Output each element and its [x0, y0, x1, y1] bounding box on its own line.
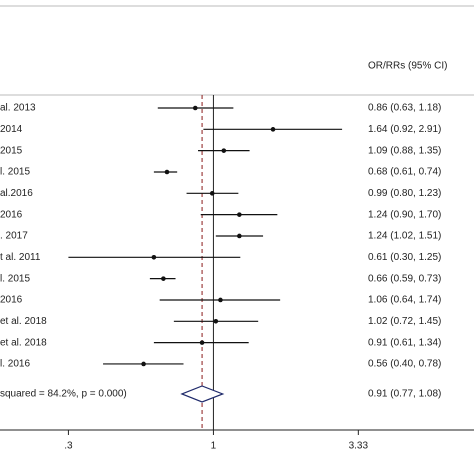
estimate-label: 0.61 (0.30, 1.25) — [368, 252, 441, 263]
estimate-label: 1.02 (0.72, 1.45) — [368, 316, 441, 327]
estimate-label: 1.24 (0.90, 1.70) — [368, 209, 441, 220]
study-label: 2016 — [0, 209, 23, 220]
estimate — [164, 169, 170, 175]
study-label: t al. 2011 — [0, 252, 41, 263]
overall-diamond — [180, 385, 225, 403]
estimate — [141, 361, 146, 367]
estimate — [237, 233, 242, 239]
study-label: 2014 — [0, 124, 23, 135]
estimate-label: 0.68 (0.61, 0.74) — [368, 167, 441, 178]
estimate — [221, 148, 227, 153]
estimate-label: 0.99 (0.80, 1.23) — [368, 188, 441, 199]
study-label: l. 2015 — [0, 167, 30, 178]
study-label: al.2016 — [0, 188, 33, 199]
estimate-label: 1.09 (0.88, 1.35) — [368, 145, 441, 156]
estimate — [209, 191, 215, 196]
estimate — [213, 319, 219, 324]
estimate-label: 0.56 (0.40, 0.78) — [368, 359, 441, 370]
estimate — [270, 127, 276, 132]
overall-value-label: 0.91 (0.77, 1.08) — [368, 389, 441, 400]
estimate-label: 0.86 (0.63, 1.18) — [368, 103, 441, 114]
study-label: l. 2015 — [0, 273, 30, 284]
column-header: OR/RRs (95% CI) — [368, 61, 447, 72]
estimate-label: 1.64 (0.92, 2.91) — [368, 124, 441, 135]
study-label: et al. 2018 — [0, 337, 47, 348]
estimate — [161, 276, 166, 281]
estimate — [192, 105, 198, 111]
study-label: l. 2016 — [0, 359, 30, 370]
estimate — [199, 340, 205, 345]
estimate — [237, 212, 242, 217]
study-label: 2015 — [0, 145, 23, 156]
study-label: . 2017 — [0, 231, 28, 242]
overall-label: squared = 84.2%, p = 0.000) — [0, 389, 127, 400]
estimate-label: 0.66 (0.59, 0.73) — [368, 273, 441, 284]
x-tick-label: .3 — [64, 441, 73, 452]
x-tick-label: 3.33 — [349, 441, 369, 452]
study-label: 2016 — [0, 295, 23, 306]
study-label: al. 2013 — [0, 103, 36, 114]
estimate — [218, 297, 223, 303]
estimate — [151, 255, 157, 260]
x-tick-label: 1 — [211, 441, 217, 452]
study-label: et al. 2018 — [0, 316, 47, 327]
estimate-label: 0.91 (0.61, 1.34) — [368, 337, 441, 348]
estimate-label: 1.06 (0.64, 1.74) — [368, 295, 441, 306]
estimate-label: 1.24 (1.02, 1.51) — [368, 231, 441, 242]
